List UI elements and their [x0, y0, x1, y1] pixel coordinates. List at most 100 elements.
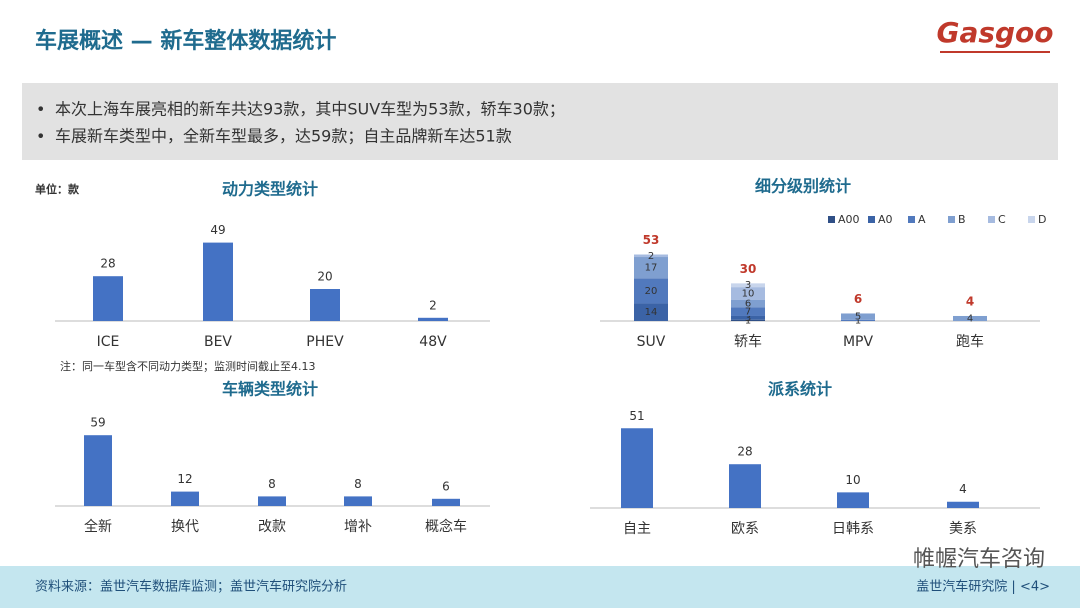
value-label: 8	[268, 477, 276, 491]
legend-swatch	[1028, 216, 1035, 223]
segment-label: 1	[855, 315, 861, 326]
footer-source: 资料来源：盖世汽车数据库监测；盖世汽车研究院分析	[35, 579, 347, 595]
x-tick-label: BEV	[204, 334, 232, 350]
value-label: 12	[177, 472, 192, 486]
chart-title: 动力类型统计	[222, 180, 318, 199]
slide-title: 车展概述 — 新车整体数据统计	[35, 28, 336, 54]
chart-title: 细分级别统计	[755, 177, 851, 196]
value-label: 8	[354, 477, 362, 491]
x-tick-label: 日韩系	[832, 521, 874, 537]
value-label: 2	[429, 298, 437, 312]
x-tick-label: SUV	[637, 334, 666, 350]
chart-title: 派系统计	[768, 380, 832, 399]
segment-label: 4	[967, 313, 973, 324]
bar-segment	[634, 254, 668, 258]
bar	[837, 492, 869, 508]
value-label: 4	[959, 482, 967, 496]
bullet: 车展新车类型中，全新车型最多，达59款；自主品牌新车达51款	[55, 127, 512, 146]
legend-label: A	[918, 213, 926, 226]
bar-segment	[634, 278, 668, 304]
segment-label: 3	[745, 280, 751, 291]
x-tick-label: 换代	[171, 518, 199, 535]
bullet: 本次上海车展亮相的新车共达93款，其中SUV车型为53款，轿车30款；	[55, 100, 565, 119]
bar-segment	[731, 315, 765, 320]
total-label: 6	[854, 292, 862, 306]
legend-label: B	[958, 213, 966, 226]
segment-label: 17	[645, 263, 658, 274]
bar-segment	[731, 299, 765, 308]
legend-swatch	[868, 216, 875, 223]
value-label: 49	[210, 223, 225, 237]
bar-segment	[841, 319, 875, 321]
x-tick-label: 自主	[623, 521, 651, 537]
x-tick-label: 概念车	[425, 518, 467, 535]
bar	[310, 289, 340, 321]
note: 注：同一车型含不同动力类型；监测时间截止至4.13	[60, 359, 316, 373]
x-tick-label: 48V	[419, 334, 447, 350]
x-tick-label: MPV	[843, 334, 874, 350]
segment-label: 10	[742, 288, 755, 299]
legend-label: A00	[838, 213, 860, 226]
watermark: 帷幄汽车咨询	[913, 547, 1045, 572]
value-label: 20	[317, 270, 332, 284]
legend-label: A0	[878, 213, 893, 226]
value-label: 59	[90, 416, 105, 430]
segment-label: 20	[645, 286, 658, 297]
bar	[93, 276, 123, 321]
value-label: 10	[845, 473, 860, 487]
bullet-dot: •	[36, 100, 45, 119]
bar	[432, 498, 460, 506]
x-tick-label: 改款	[258, 519, 286, 535]
bar	[84, 435, 112, 506]
footer-page: 盖世汽车研究院 | <4>	[916, 579, 1050, 595]
x-tick-label: 全新	[84, 518, 112, 535]
bar	[171, 491, 199, 506]
logo: Gasgoo	[936, 16, 1053, 49]
bar-segment	[731, 307, 765, 316]
legend-swatch	[828, 216, 835, 223]
legend-swatch	[988, 216, 995, 223]
legend-swatch	[948, 216, 955, 223]
bar	[729, 464, 761, 508]
x-tick-label: ICE	[97, 334, 120, 350]
total-label: 53	[643, 233, 660, 247]
segment-label: 7	[745, 307, 751, 318]
x-tick-label: 美系	[949, 521, 977, 537]
segment-label: 14	[645, 307, 658, 318]
total-label: 4	[966, 294, 974, 308]
bar-segment	[731, 287, 765, 300]
summary-box	[22, 83, 1058, 160]
bullet-dot: •	[36, 127, 45, 146]
legend-label: D	[1038, 213, 1046, 226]
segment-label: 3	[745, 313, 751, 324]
bar-segment	[731, 283, 765, 288]
segment-label: 1	[745, 315, 751, 326]
bar	[621, 428, 653, 508]
value-label: 28	[100, 257, 115, 271]
bar	[258, 496, 286, 506]
segment-label: 6	[745, 298, 751, 309]
footer-band	[0, 566, 1080, 608]
unit-label: 单位：款	[35, 182, 80, 196]
bar-segment	[634, 303, 668, 321]
x-tick-label: 欧系	[731, 521, 759, 537]
legend-label: C	[998, 213, 1006, 226]
bar-segment	[634, 257, 668, 279]
value-label: 51	[629, 409, 644, 423]
bar	[203, 242, 233, 321]
x-tick-label: 跑车	[956, 333, 984, 350]
x-tick-label: PHEV	[306, 334, 344, 350]
bar	[344, 496, 372, 506]
total-label: 30	[740, 262, 757, 276]
bar-segment	[953, 315, 987, 321]
bar-segment	[731, 319, 765, 321]
segment-label: 5	[855, 312, 861, 323]
bar-segment	[841, 313, 875, 320]
bar	[418, 317, 448, 321]
value-label: 28	[737, 445, 752, 459]
segment-label: 2	[648, 251, 654, 262]
x-tick-label: 增补	[344, 519, 372, 535]
legend-swatch	[908, 216, 915, 223]
chart-title: 车辆类型统计	[222, 380, 318, 399]
